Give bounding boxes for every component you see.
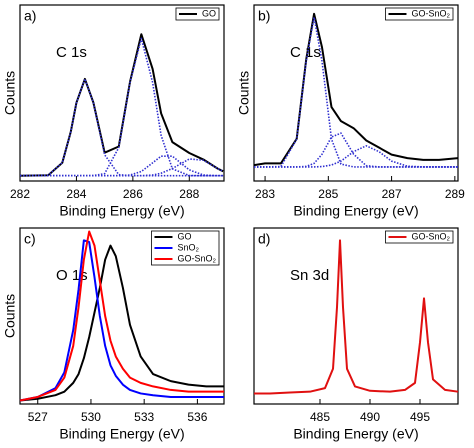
y-axis-label: Counts	[2, 294, 18, 338]
x-axis-label: Binding Energy (eV)	[293, 203, 418, 219]
plot-frame	[253, 4, 459, 182]
data-line	[254, 239, 459, 395]
y-axis-label: Counts	[2, 71, 18, 115]
legend-box	[385, 230, 454, 244]
panel: 282 284 286 288 Binding Energy (eV) Counts a) C…	[2, 4, 225, 219]
annotation: C 1s	[290, 44, 321, 61]
plot-frame	[253, 227, 459, 405]
plot-frame	[19, 4, 225, 182]
data-line	[19, 239, 224, 402]
data-line	[19, 244, 224, 402]
x-axis-label: Binding Energy (eV)	[293, 426, 418, 442]
y-axis-label: Counts	[236, 71, 252, 115]
panel-label: c)	[24, 231, 36, 247]
x-tick-label: 527	[28, 410, 48, 424]
x-tick-label: 289	[445, 187, 465, 201]
fit-line	[20, 158, 224, 177]
legend-label: GO	[177, 231, 191, 241]
x-tick-label: 288	[179, 187, 199, 201]
x-tick-label: 485	[310, 410, 330, 424]
x-tick-label: 536	[187, 410, 207, 424]
x-tick-label: 287	[382, 187, 402, 201]
x-tick-label: 284	[66, 187, 86, 201]
x-tick-label: 282	[10, 187, 30, 201]
x-tick-label: 533	[134, 410, 154, 424]
legend-label: GO	[202, 8, 216, 18]
fit-line	[254, 16, 458, 168]
x-tick-label: 490	[360, 410, 380, 424]
legend: GO	[175, 7, 220, 21]
data-line	[19, 33, 224, 177]
panel: 485 490 495 Binding Energy (eV) d) Sn 3d GO-Sn…	[253, 227, 459, 442]
legend: GO-SnO₂	[385, 230, 454, 244]
legend-label: GO-SnO₂	[177, 253, 216, 263]
x-tick-label: 286	[123, 187, 143, 201]
panel-label: b)	[258, 8, 270, 24]
data-line	[19, 230, 224, 402]
panel-label: a)	[24, 8, 36, 24]
panel-label: d)	[258, 231, 270, 247]
x-tick-label: 530	[81, 410, 101, 424]
x-tick-label: 285	[318, 187, 338, 201]
legend-box	[385, 7, 454, 21]
annotation: C 1s	[56, 44, 87, 61]
x-axis-label: Binding Energy (eV)	[59, 203, 184, 219]
x-tick-label: 495	[410, 410, 430, 424]
x-axis-label: Binding Energy (eV)	[59, 426, 184, 442]
legend-label: GO-SnO₂	[411, 231, 450, 241]
panel: 283 285 287 289 Binding Energy (eV) Counts b) C…	[236, 4, 465, 219]
legend: GO-SnO₂	[385, 7, 454, 21]
fit-line	[19, 78, 224, 177]
fit-line	[254, 145, 458, 168]
legend-label: GO-SnO₂	[411, 8, 450, 18]
x-tick-label: 283	[255, 187, 275, 201]
plot-frame	[19, 227, 225, 405]
fit-line	[254, 132, 458, 168]
legend-box	[175, 7, 220, 21]
data-line	[253, 12, 459, 167]
legend-label: SnO₂	[177, 242, 199, 252]
annotation: Sn 3d	[290, 267, 329, 284]
